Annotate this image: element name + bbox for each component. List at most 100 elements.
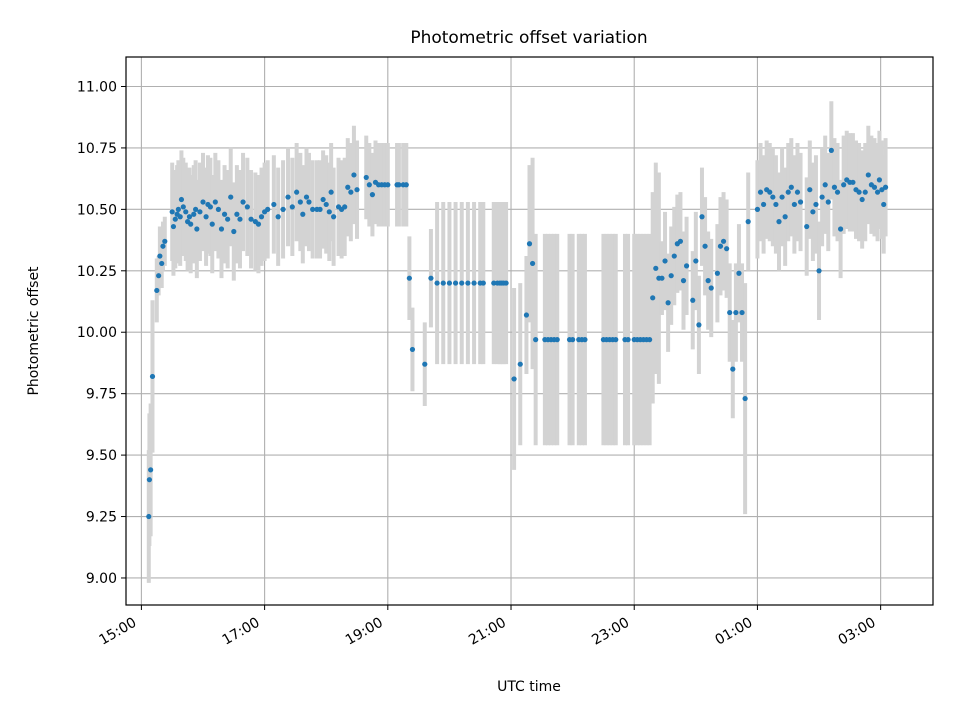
data-point — [650, 295, 656, 301]
data-point — [690, 297, 696, 303]
data-point — [834, 189, 841, 195]
data-point — [172, 216, 178, 222]
data-point — [739, 309, 745, 316]
data-point — [209, 221, 215, 227]
data-point — [406, 275, 412, 281]
x-axis-label: UTC time — [497, 679, 561, 695]
data-point — [146, 513, 152, 520]
data-point — [874, 189, 881, 195]
data-point — [231, 228, 237, 235]
data-point — [459, 280, 465, 286]
data-point — [255, 221, 262, 227]
data-point — [680, 278, 687, 284]
data-point — [517, 361, 523, 367]
data-point — [841, 182, 847, 188]
data-point — [162, 238, 168, 244]
data-point — [791, 201, 797, 208]
y-tick-label: 9.25 — [86, 510, 117, 526]
y-tick-label: 10.25 — [77, 264, 117, 280]
data-point — [363, 174, 369, 181]
data-point — [554, 337, 560, 343]
data-point — [828, 147, 834, 153]
data-point — [225, 216, 231, 222]
data-point — [613, 337, 619, 343]
y-tick-label: 9.00 — [86, 571, 117, 587]
data-point — [671, 253, 677, 259]
y-axis-label: Photometric offset — [26, 266, 42, 396]
data-point — [345, 184, 351, 190]
data-point — [767, 189, 773, 195]
data-point — [523, 312, 530, 318]
data-point — [452, 280, 459, 286]
data-point — [215, 206, 222, 212]
data-point — [244, 204, 250, 210]
data-point — [326, 209, 332, 215]
data-point — [727, 309, 733, 316]
data-point — [331, 214, 337, 220]
data-point — [480, 280, 486, 286]
data-point — [785, 189, 791, 195]
data-point — [175, 206, 181, 212]
y-tick-label: 9.75 — [86, 387, 117, 403]
data-point — [693, 258, 699, 264]
y-tick-label: 10.00 — [77, 325, 117, 341]
data-point — [526, 241, 533, 247]
data-point — [351, 172, 357, 178]
y-tick-label: 9.50 — [86, 448, 117, 464]
data-point — [653, 265, 659, 271]
data-point — [265, 206, 271, 212]
data-point — [668, 273, 674, 279]
data-point — [320, 196, 326, 203]
data-point — [237, 216, 243, 222]
data-point — [831, 184, 838, 190]
data-point — [342, 204, 348, 210]
data-point — [720, 238, 727, 244]
data-point — [582, 337, 588, 343]
data-point — [146, 477, 153, 483]
data-point — [440, 280, 446, 286]
data-point — [186, 214, 193, 220]
data-point — [788, 184, 794, 190]
data-point — [294, 189, 300, 195]
data-point — [297, 199, 303, 205]
data-point — [503, 280, 509, 286]
data-point — [714, 270, 720, 276]
data-point — [736, 270, 742, 276]
data-point — [770, 194, 776, 200]
data-point — [804, 223, 810, 230]
data-point — [306, 199, 312, 205]
data-point — [258, 214, 265, 220]
data-point — [422, 361, 428, 367]
y-axis-ticks: 9.00 9.25 9.50 9.75 10.00 10.25 10.50 10.75 11.0… — [77, 79, 126, 587]
data-point — [193, 206, 199, 212]
data-point — [285, 194, 291, 200]
data-point — [197, 209, 203, 215]
y-tick-label: 10.50 — [77, 202, 117, 218]
data-point — [683, 263, 690, 269]
data-point — [742, 395, 748, 402]
data-point — [289, 204, 295, 210]
data-point — [529, 260, 536, 267]
data-point — [248, 216, 254, 222]
data-point — [816, 268, 822, 274]
data-point — [705, 278, 711, 284]
data-point — [188, 221, 194, 227]
data-point — [303, 194, 310, 200]
data-point — [776, 219, 782, 225]
data-point — [856, 189, 862, 195]
data-point — [708, 285, 714, 291]
data-point — [148, 467, 154, 473]
data-point — [882, 184, 889, 190]
data-point — [865, 172, 871, 178]
data-point — [328, 189, 334, 195]
data-point — [807, 187, 813, 193]
data-point — [154, 287, 160, 294]
data-point — [876, 177, 883, 183]
data-point — [797, 199, 804, 205]
data-point — [511, 376, 517, 382]
data-point — [662, 258, 668, 264]
data-point — [850, 179, 856, 185]
data-point — [160, 243, 166, 249]
data-point — [465, 280, 471, 286]
